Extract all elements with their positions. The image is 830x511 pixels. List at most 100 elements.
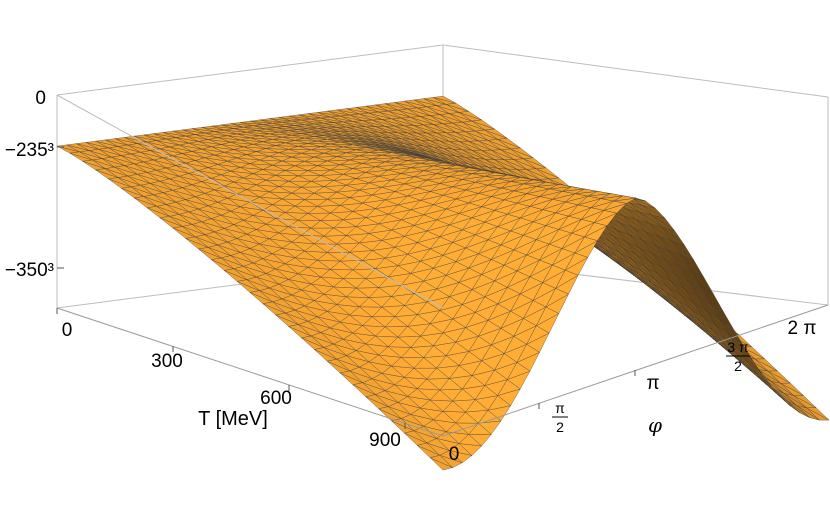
surface-facet [147,140,170,148]
surface-facet [139,183,164,193]
surface-facet [468,335,492,352]
surface-facet [548,229,573,245]
surface-facet [413,144,437,154]
surface-facet [304,156,328,162]
surface-facet [626,265,650,285]
surface-facet [416,378,441,391]
surface-facet [477,409,502,424]
surface-facet [294,137,318,142]
surface-facet [610,257,633,275]
surface-facet [281,192,305,200]
surface-facet [590,198,614,208]
surface-facet [333,135,357,140]
surface-facet [435,208,460,221]
surface-facet [719,343,743,364]
surface-facet [213,228,238,239]
surface-facet [619,252,643,272]
surface-facet [358,182,382,191]
surface-facet [471,169,495,174]
surface-facet [452,388,476,402]
surface-facet [236,189,260,198]
surface-facet [391,137,415,146]
surface-facet [397,253,422,267]
surface-facet [452,148,476,159]
surface-facet [397,396,421,409]
x-axis-line [56,307,444,437]
surface-facet [171,187,196,197]
surface-facet [613,236,637,255]
surface-facet [381,118,405,127]
surface-facet [172,129,196,135]
surface-facet [516,193,540,204]
surface-facet [583,222,608,238]
surface-facet [294,161,318,167]
surface-facet [118,144,141,153]
surface-facet [204,131,228,137]
surface-facet [516,169,540,180]
surface-facet [365,268,389,279]
surface-facet [442,122,466,133]
y-tick-label-numerator: π [555,400,565,416]
surface-facet [359,112,382,120]
surface-facet [391,117,415,126]
surface-facet [442,318,467,334]
surface-facet [326,358,350,372]
surface-facet [352,325,377,337]
surface-facet [124,163,148,173]
surface-facet [394,236,418,248]
surface-facet [593,210,618,224]
surface-facet [394,125,418,134]
surface-facet [490,244,515,260]
surface-facet [336,138,360,142]
surface-facet [294,250,318,261]
surface-facet [384,191,408,201]
surface-facet [375,161,399,168]
surface-facet [329,260,354,271]
surface-facet [400,209,425,221]
surface-facet [311,146,334,151]
surface-facet [346,178,370,186]
surface-facet [374,199,399,210]
surface-facet [223,224,247,235]
surface-facet [291,235,316,245]
surface-facet [339,314,364,326]
surface-facet [204,189,228,199]
surface-facet [255,179,280,187]
surface-facet [513,318,537,337]
surface-facet [713,330,736,354]
surface-facet [284,205,309,214]
surface-facet [375,126,399,134]
surface-facet [455,327,479,343]
surface-facet [336,152,360,157]
surface-facet [613,195,637,202]
surface-facet [320,269,345,279]
surface-facet [552,191,575,200]
surface-facet [419,248,444,262]
surface-facet [419,399,444,412]
surface-facet [394,377,419,389]
surface-facet [156,138,180,146]
surface-facet [449,141,473,151]
surface-facet [246,130,270,135]
surface-facet [381,136,405,144]
surface-facet [397,195,422,206]
surface-facet [291,153,315,158]
surface-facet [426,173,450,181]
surface-facet [105,138,128,146]
surface-facet [262,253,286,265]
surface-facet [394,183,418,192]
surface-facet [390,357,415,369]
surface-facet [288,175,312,182]
x-axis-label: T [MeV] [198,408,268,430]
surface-facet [490,327,515,346]
surface-facet [407,147,431,156]
surface-facet [561,186,585,192]
surface-facet [288,129,312,133]
surface-facet [410,139,434,148]
surface-facet [423,345,447,358]
surface-facet [253,124,276,128]
surface-facet [404,176,427,185]
surface-facet [239,201,264,211]
surface-facet [230,167,254,174]
surface-facet [648,223,672,241]
